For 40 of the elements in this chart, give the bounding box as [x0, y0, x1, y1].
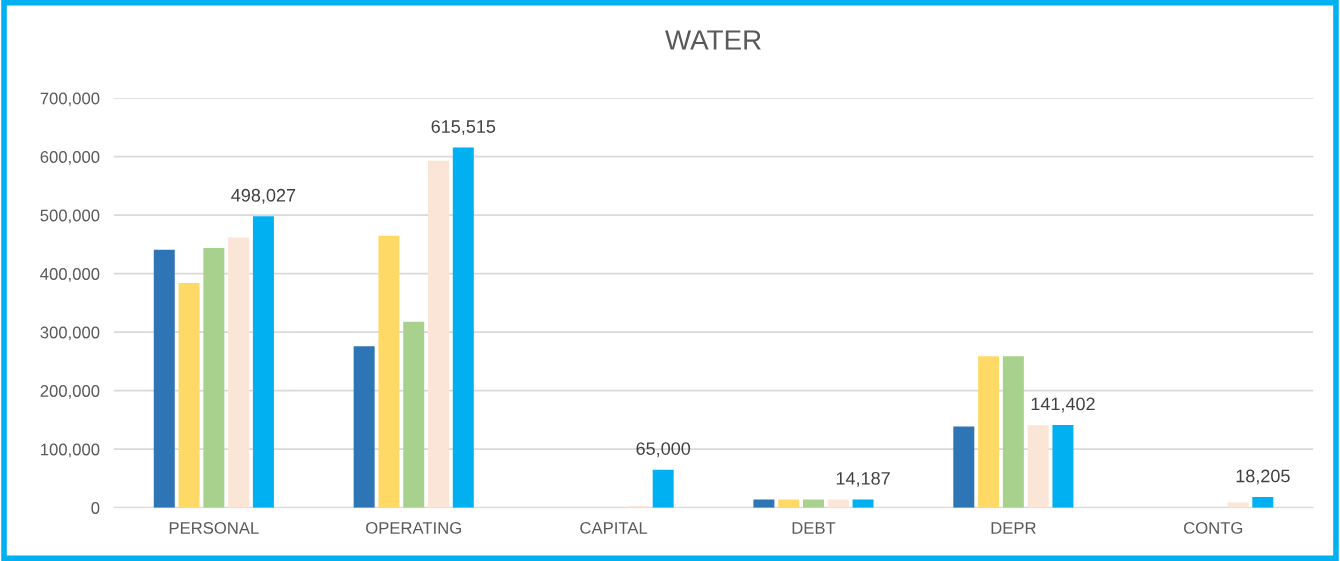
x-tick-label: DEBT: [792, 522, 836, 534]
data-label: 65,000: [636, 442, 691, 458]
bar: [378, 235, 400, 508]
bar: [353, 346, 375, 508]
bar: [652, 469, 674, 508]
bar: [153, 249, 175, 508]
y-tick-label: 600,000: [40, 151, 100, 165]
data-label: 498,027: [231, 188, 296, 204]
bar: [452, 147, 474, 508]
bar: [252, 216, 274, 508]
bar: [428, 160, 449, 508]
data-label: 14,187: [836, 471, 890, 487]
bar: [978, 356, 1000, 508]
y-tick-label: 100,000: [41, 443, 100, 458]
y-tick-label: 500,000: [40, 209, 100, 224]
data-label: 615,515: [431, 120, 496, 136]
bar: [228, 237, 250, 508]
y-tick-label: 200,000: [40, 385, 100, 399]
bar: [1002, 356, 1024, 508]
bar: [1227, 502, 1249, 508]
x-tick-label: OPERATING: [366, 522, 461, 534]
bar: [1027, 425, 1049, 508]
x-tick-label: DEPR: [991, 522, 1036, 534]
x-tick-label: CAPITAL: [580, 522, 648, 534]
chart-title: WATER: [665, 30, 761, 50]
y-tick-label: 0: [91, 502, 100, 514]
x-tick-label: CONTG: [1184, 522, 1243, 534]
bar: [953, 426, 975, 508]
data-label: 18,205: [1236, 469, 1290, 485]
bar: [203, 247, 225, 508]
bar: [1052, 424, 1074, 508]
bar: [178, 283, 200, 508]
y-tick-label: 700,000: [40, 92, 100, 107]
bar: [852, 499, 874, 508]
y-tick-label: 400,000: [40, 268, 100, 282]
bar: [403, 321, 425, 508]
x-tick-label: PERSONAL: [169, 522, 259, 534]
y-tick-label: 300,000: [40, 326, 100, 341]
bar: [1252, 497, 1274, 508]
data-label: 141,402: [1031, 397, 1095, 413]
